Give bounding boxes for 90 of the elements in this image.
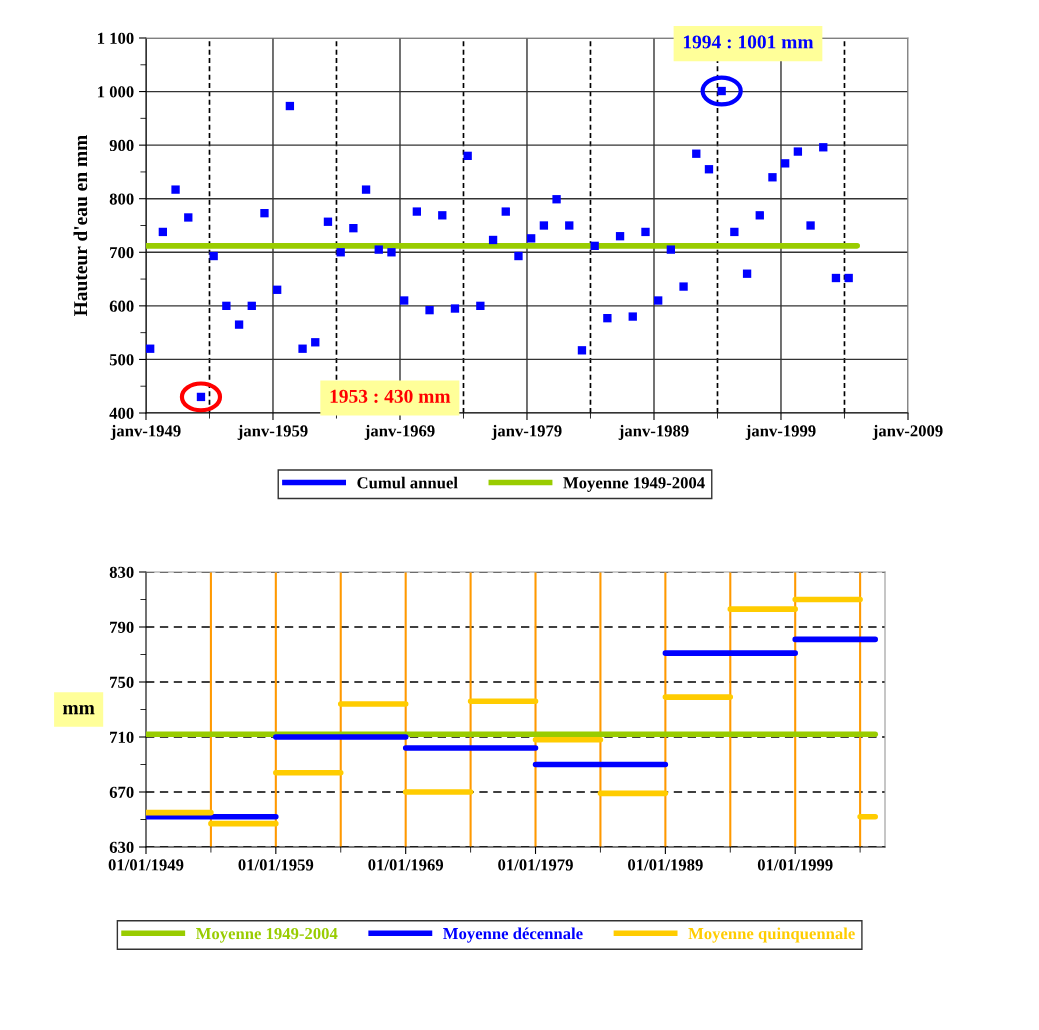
point [552, 195, 561, 204]
point [298, 344, 307, 353]
y-tick-label: 1 100 [98, 32, 134, 44]
x-tick-label: 01/01/1989 [628, 859, 703, 871]
point [844, 273, 853, 283]
point [679, 282, 688, 291]
y-tick-label: 710 [110, 731, 134, 743]
x-tick-label: janv-1979 [491, 424, 562, 440]
x-tick-label: janv-2009 [872, 424, 943, 440]
point [184, 213, 193, 222]
point [603, 314, 612, 323]
y-tick-label: 790 [110, 621, 134, 633]
point [260, 209, 269, 218]
x-tick-label: janv-1989 [618, 424, 689, 440]
annotation: 1994 : 1001 mm [683, 35, 814, 49]
y-tick-label: 700 [110, 246, 134, 259]
y-axis-title: mm [62, 705, 95, 715]
legend-label: Moyenne quinquennale [688, 927, 855, 943]
point [285, 101, 295, 111]
y-tick-label: 1 000 [98, 86, 134, 98]
legend-label: Moyenne 1949-2004 [195, 927, 338, 943]
y-tick-label: 830 [109, 566, 134, 578]
point [819, 143, 828, 152]
point [476, 301, 485, 311]
point [590, 241, 599, 251]
point [742, 269, 752, 278]
point [704, 165, 714, 174]
point [387, 248, 396, 257]
y-tick-label: 900 [109, 139, 134, 152]
point [209, 251, 218, 261]
y-tick-label: 670 [109, 786, 134, 798]
x-tick-label: 01/01/1969 [368, 859, 444, 871]
point [234, 320, 244, 329]
x-tick-label: janv-1969 [364, 424, 435, 440]
x-tick-label: 01/01/1979 [498, 859, 573, 871]
point [158, 227, 168, 237]
point [780, 159, 790, 168]
point [247, 301, 256, 311]
point [514, 251, 523, 261]
y-tick-label: 500 [109, 354, 134, 366]
point [501, 207, 510, 216]
x-tick-label: janv-1949 [110, 424, 181, 440]
y-tick-label: 600 [109, 300, 134, 312]
point [488, 235, 498, 245]
point [539, 221, 549, 230]
point [654, 296, 663, 305]
point [755, 211, 764, 220]
y-tick-label: 630 [109, 841, 134, 853]
legend-label: Cumul annuel [357, 476, 458, 489]
point [730, 227, 739, 237]
point [793, 147, 803, 156]
point [450, 304, 460, 313]
x-tick-label: janv-1959 [237, 424, 308, 440]
point [438, 211, 447, 220]
point [146, 344, 155, 353]
annotation: 1953 : 430 mm [330, 389, 451, 403]
point [412, 207, 422, 216]
point [526, 234, 536, 243]
y-axis-title: Hauteur d'eau en mm [73, 134, 88, 316]
y-tick-label: 800 [109, 193, 134, 205]
point [425, 305, 434, 315]
point [577, 346, 587, 355]
point [311, 338, 320, 347]
y-tick-label: 400 [109, 407, 134, 419]
point [666, 245, 676, 254]
point [463, 151, 472, 161]
point [768, 173, 777, 182]
x-tick-label: 01/01/1959 [238, 859, 314, 871]
point [361, 185, 371, 194]
point [615, 232, 625, 241]
point [831, 273, 841, 283]
point [336, 248, 345, 257]
x-tick-label: janv-1999 [745, 424, 816, 440]
point [400, 296, 409, 305]
point [349, 224, 358, 233]
point [374, 245, 383, 254]
point [628, 312, 637, 321]
legend-label: Moyenne 1949-2004 [563, 477, 705, 492]
point [641, 227, 650, 237]
y-tick-label: 750 [110, 676, 134, 688]
point [272, 285, 282, 294]
point [806, 221, 815, 230]
point [171, 185, 180, 194]
point [222, 301, 231, 311]
point [323, 217, 333, 226]
x-tick-label: 01/01/1949 [108, 859, 184, 871]
x-tick-label: 01/01/1999 [757, 859, 833, 871]
point [692, 149, 701, 158]
legend-label: Moyenne décennale [443, 927, 583, 943]
point [565, 221, 574, 230]
